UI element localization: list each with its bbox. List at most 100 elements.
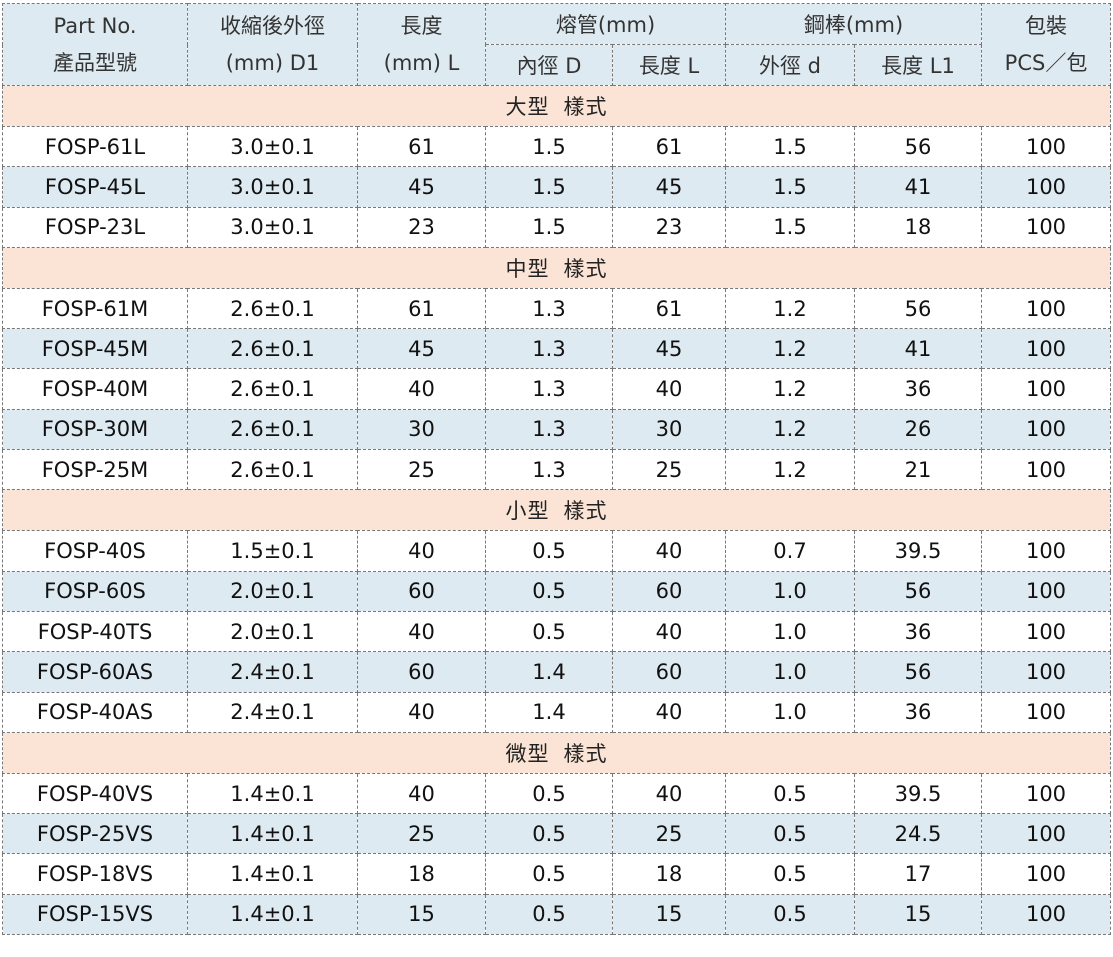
rod-length-cell: 15 bbox=[854, 893, 982, 936]
pack-qty-cell: 100 bbox=[981, 610, 1111, 653]
header-part-no: Part No. 產品型號 bbox=[2, 3, 188, 86]
pack-qty-cell: 100 bbox=[981, 206, 1111, 248]
pack-qty-cell: 100 bbox=[981, 368, 1111, 410]
header-tube-group: 熔管(mm) bbox=[485, 3, 726, 45]
length-cell: 40 bbox=[357, 530, 486, 572]
length-cell: 60 bbox=[357, 651, 486, 693]
part-no-cell: FOSP-45M bbox=[2, 328, 188, 370]
rod-length-cell: 56 bbox=[854, 651, 982, 693]
tube-length-cell: 25 bbox=[612, 813, 726, 855]
rod-length-cell: 17 bbox=[854, 853, 982, 895]
part-no-cell: FOSP-40VS bbox=[2, 772, 188, 815]
section-title: 小型 樣式 bbox=[2, 489, 1111, 532]
rod-od-cell: 0.5 bbox=[725, 813, 855, 855]
shrunk-od-cell: 2.6±0.1 bbox=[187, 449, 358, 491]
rod-length-cell: 56 bbox=[854, 125, 982, 168]
rod-length-cell: 24.5 bbox=[854, 813, 982, 855]
shrunk-od-cell: 2.0±0.1 bbox=[187, 610, 358, 653]
part-no-cell: FOSP-23L bbox=[2, 206, 188, 248]
section-title-style: 樣式 bbox=[563, 256, 608, 281]
rod-length-cell: 26 bbox=[854, 408, 982, 451]
rod-od-cell: 0.5 bbox=[725, 772, 855, 815]
tube-id-cell: 1.3 bbox=[485, 287, 613, 330]
part-no-cell: FOSP-40TS bbox=[2, 610, 188, 653]
rod-od-cell: 1.0 bbox=[725, 570, 855, 612]
table-row: FOSP-40TS 2.0±0.1 40 0.5 40 1.0 36 100 bbox=[2, 610, 1111, 653]
table-row: FOSP-40S 1.5±0.1 40 0.5 40 0.7 39.5 100 bbox=[2, 530, 1111, 572]
rod-length-cell: 36 bbox=[854, 691, 982, 733]
length-cell: 23 bbox=[357, 206, 486, 248]
rod-od-cell: 1.0 bbox=[725, 651, 855, 693]
length-cell: 61 bbox=[357, 287, 486, 330]
section-title: 大型 樣式 bbox=[2, 85, 1111, 127]
shrunk-od-cell: 2.6±0.1 bbox=[187, 368, 358, 410]
shrunk-od-cell: 1.4±0.1 bbox=[187, 813, 358, 855]
shrunk-od-cell: 1.4±0.1 bbox=[187, 893, 358, 936]
table-row: FOSP-60AS 2.4±0.1 60 1.4 60 1.0 56 100 bbox=[2, 651, 1111, 693]
table-row: FOSP-25M 2.6±0.1 25 1.3 25 1.2 21 100 bbox=[2, 449, 1111, 491]
shrunk-od-cell: 1.4±0.1 bbox=[187, 772, 358, 815]
rod-od-cell: 1.5 bbox=[725, 206, 855, 248]
tube-id-cell: 1.3 bbox=[485, 408, 613, 451]
tube-length-cell: 25 bbox=[612, 449, 726, 491]
section-title-size: 小型 bbox=[505, 499, 550, 524]
part-no-cell: FOSP-30M bbox=[2, 408, 188, 451]
table-row: FOSP-18VS 1.4±0.1 18 0.5 18 0.5 17 100 bbox=[2, 853, 1111, 895]
length-cell: 25 bbox=[357, 813, 486, 855]
tube-id-cell: 1.4 bbox=[485, 691, 613, 733]
shrunk-od-cell: 1.4±0.1 bbox=[187, 853, 358, 895]
table-row: FOSP-15VS 1.4±0.1 15 0.5 15 0.5 15 100 bbox=[2, 893, 1111, 936]
tube-id-cell: 1.3 bbox=[485, 328, 613, 370]
shrunk-od-cell: 2.0±0.1 bbox=[187, 570, 358, 612]
tube-length-cell: 23 bbox=[612, 206, 726, 248]
tube-id-cell: 0.5 bbox=[485, 610, 613, 653]
rod-od-cell: 1.2 bbox=[725, 449, 855, 491]
shrunk-od-cell: 2.4±0.1 bbox=[187, 691, 358, 733]
shrunk-od-cell: 2.6±0.1 bbox=[187, 287, 358, 330]
length-cell: 15 bbox=[357, 893, 486, 936]
part-no-cell: FOSP-18VS bbox=[2, 853, 188, 895]
header-part-no-en: Part No. bbox=[53, 13, 137, 38]
header-pack-line2: PCS／包 bbox=[1004, 50, 1088, 75]
part-no-cell: FOSP-60S bbox=[2, 570, 188, 612]
pack-qty-cell: 100 bbox=[981, 772, 1111, 815]
rod-od-cell: 0.5 bbox=[725, 893, 855, 936]
rod-od-cell: 1.2 bbox=[725, 287, 855, 330]
length-cell: 45 bbox=[357, 328, 486, 370]
section-header-row: 中型 樣式 bbox=[2, 246, 1111, 289]
header-length-line2: (mm) L bbox=[383, 50, 460, 75]
header-tube-len: 長度 L bbox=[612, 44, 726, 86]
section-title-style: 樣式 bbox=[563, 741, 608, 766]
tube-length-cell: 18 bbox=[612, 853, 726, 895]
header-length-line1: 長度 bbox=[400, 13, 443, 38]
rod-od-cell: 1.2 bbox=[725, 408, 855, 451]
length-cell: 60 bbox=[357, 570, 486, 612]
pack-qty-cell: 100 bbox=[981, 691, 1111, 733]
length-cell: 61 bbox=[357, 125, 486, 168]
rod-od-cell: 0.5 bbox=[725, 853, 855, 895]
tube-length-cell: 40 bbox=[612, 691, 726, 733]
rod-length-cell: 39.5 bbox=[854, 530, 982, 572]
tube-id-cell: 0.5 bbox=[485, 853, 613, 895]
table-row: FOSP-40M 2.6±0.1 40 1.3 40 1.2 36 100 bbox=[2, 368, 1111, 410]
pack-qty-cell: 100 bbox=[981, 328, 1111, 370]
tube-id-cell: 1.5 bbox=[485, 206, 613, 248]
tube-length-cell: 45 bbox=[612, 166, 726, 208]
part-no-cell: FOSP-60AS bbox=[2, 651, 188, 693]
table-body: Part No. 產品型號 收縮後外徑 (mm) D1 長度 (mm) L 熔管… bbox=[2, 3, 1111, 936]
tube-length-cell: 40 bbox=[612, 368, 726, 410]
part-no-cell: FOSP-61L bbox=[2, 125, 188, 168]
rod-od-cell: 1.2 bbox=[725, 368, 855, 410]
pack-qty-cell: 100 bbox=[981, 449, 1111, 491]
rod-od-cell: 1.2 bbox=[725, 328, 855, 370]
shrunk-od-cell: 2.6±0.1 bbox=[187, 328, 358, 370]
pack-qty-cell: 100 bbox=[981, 125, 1111, 168]
length-cell: 25 bbox=[357, 449, 486, 491]
part-no-cell: FOSP-15VS bbox=[2, 893, 188, 936]
length-cell: 40 bbox=[357, 368, 486, 410]
pack-qty-cell: 100 bbox=[981, 287, 1111, 330]
spec-table: Part No. 產品型號 收縮後外徑 (mm) D1 長度 (mm) L 熔管… bbox=[2, 3, 1111, 936]
section-header-row: 小型 樣式 bbox=[2, 489, 1111, 532]
header-rod-len: 長度 L1 bbox=[854, 44, 982, 86]
table-row: FOSP-40AS 2.4±0.1 40 1.4 40 1.0 36 100 bbox=[2, 691, 1111, 733]
